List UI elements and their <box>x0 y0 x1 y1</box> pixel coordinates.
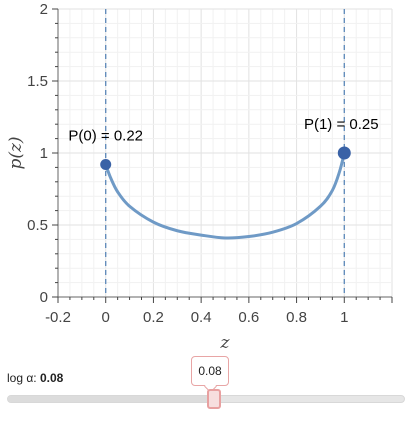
y-tick-label: 2 <box>40 1 48 18</box>
endpoint-label: P(0) = 0.22 <box>68 128 143 145</box>
x-tick-label: 0.4 <box>191 309 212 326</box>
x-tick-label: -0.2 <box>45 309 71 326</box>
chart-labels: P(0) = 0.22 P(1) = 0.25 <box>68 116 378 145</box>
x-tick-label: 0 <box>102 309 110 326</box>
y-tick-label: 1 <box>40 145 48 162</box>
x-tick-label: 0.6 <box>238 309 259 326</box>
y-axis-title: p(z) <box>6 136 26 169</box>
y-tick-label: 0.5 <box>27 217 48 234</box>
slider-value: 0.08 <box>39 371 64 385</box>
y-tick-label: 1.5 <box>27 73 48 90</box>
slider-track[interactable] <box>7 395 405 403</box>
x-axis-title: z <box>220 333 231 350</box>
endpoint-marker <box>337 146 351 160</box>
endpoint-markers <box>100 146 351 171</box>
slider-label: log α: 0.08 <box>7 371 63 385</box>
x-tick-label: 0.2 <box>143 309 164 326</box>
slider-label-text: log α: <box>7 371 40 385</box>
chart-axes: -0.2 0 0.2 0.4 0.6 0.8 1 0 0.5 1 1.5 2 z p(z) <box>6 1 393 350</box>
endpoint-marker <box>100 159 112 171</box>
endpoint-label: P(1) = 0.25 <box>304 116 379 133</box>
density-curve <box>104 152 346 240</box>
x-tick-label: 0.8 <box>286 309 307 326</box>
density-chart: -0.2 0 0.2 0.4 0.6 0.8 1 0 0.5 1 1.5 2 z p(z) P(0) = … <box>6 1 393 350</box>
y-tick-label: 0 <box>40 289 48 306</box>
slider-track-fill <box>8 396 215 402</box>
x-tick-label: 1 <box>340 309 348 326</box>
density-series <box>104 152 346 240</box>
slider-tooltip: 0.08 <box>191 356 229 386</box>
slider-thumb[interactable] <box>206 389 221 409</box>
